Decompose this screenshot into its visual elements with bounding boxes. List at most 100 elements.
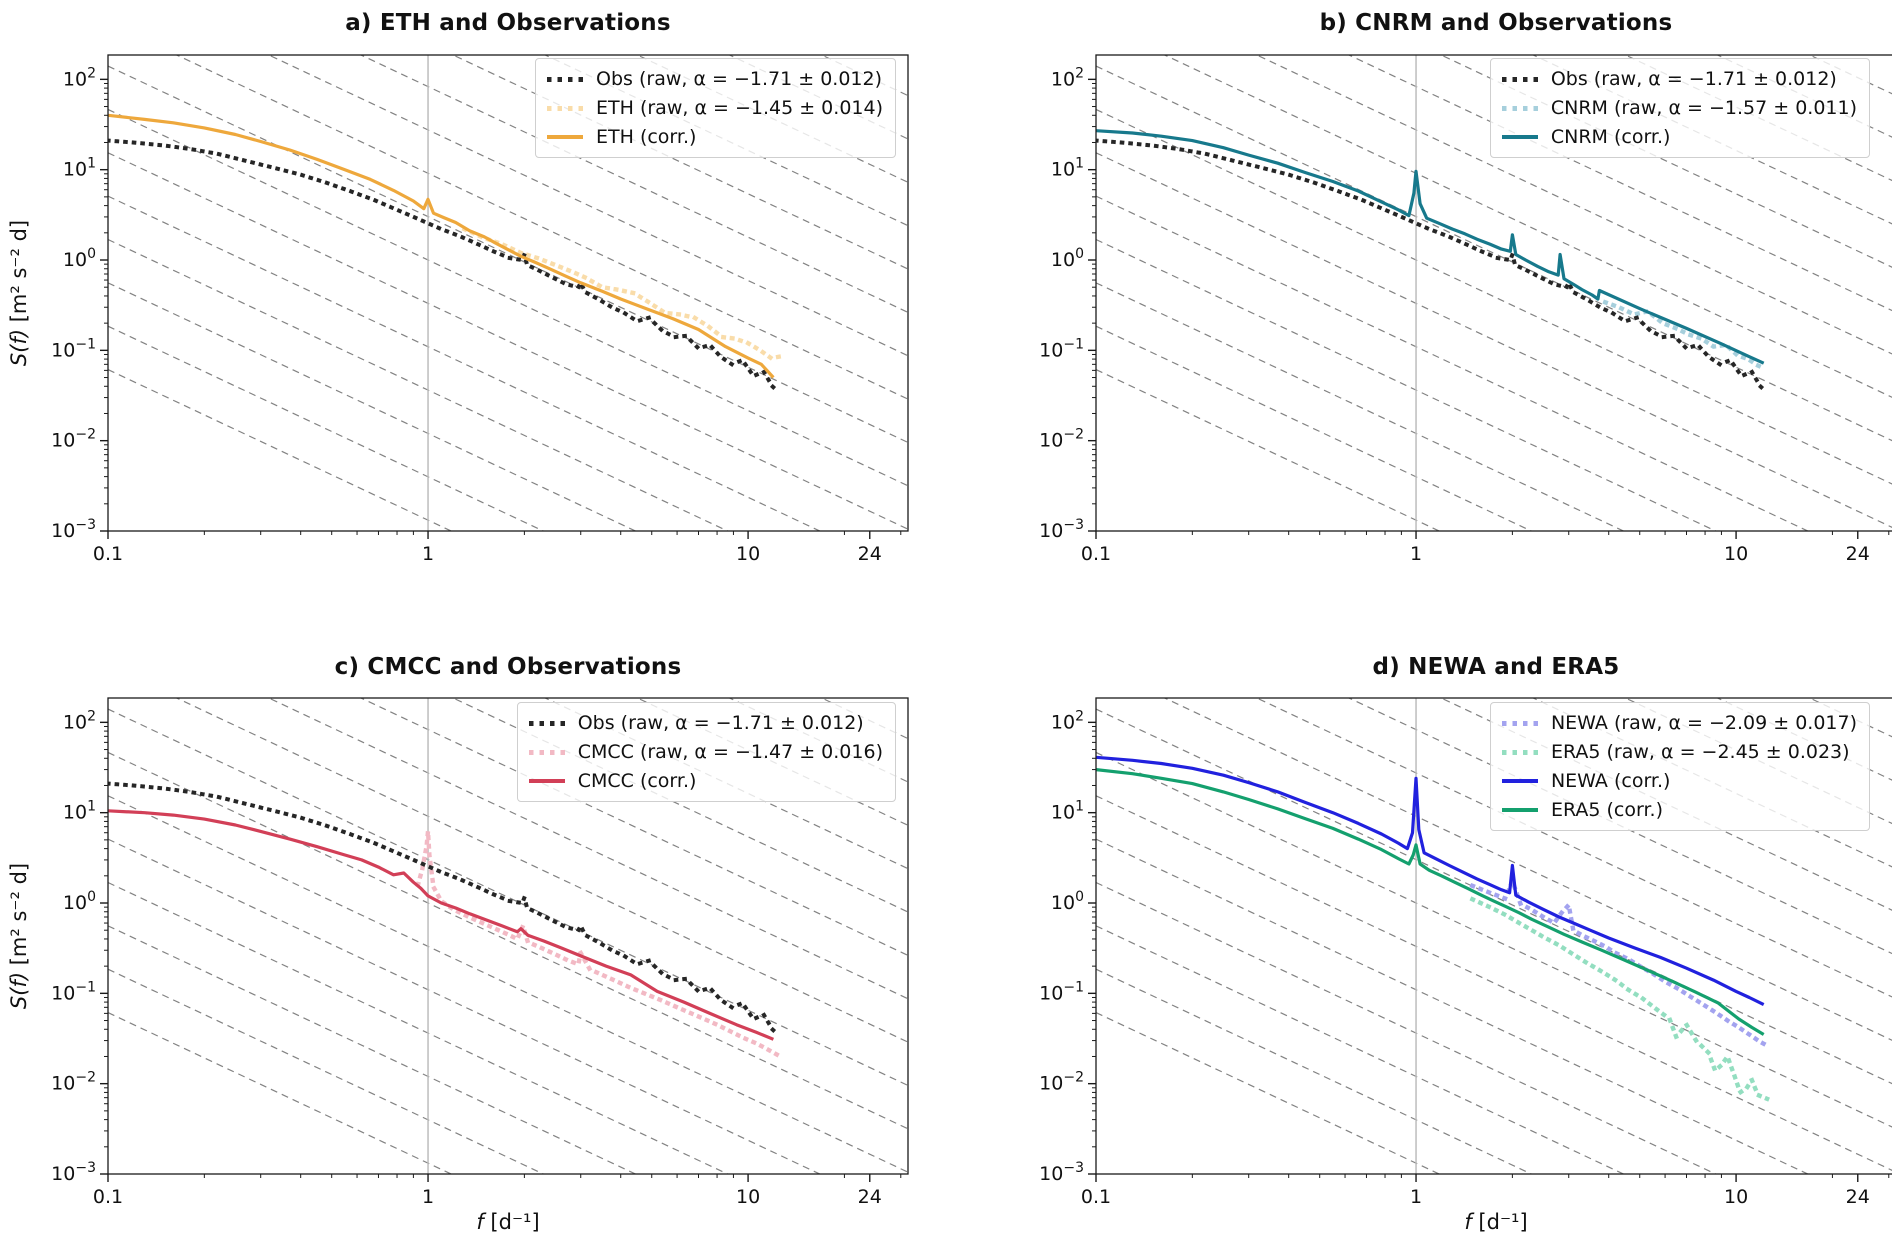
- reference-slope-lines: [1096, 55, 1892, 531]
- chart-canvas-b: 0.1 1 10 24 102 101 100 10−1 10−2 10−3: [1039, 54, 1892, 565]
- plot-area: [108, 698, 908, 1174]
- reference-slope-line: [108, 282, 637, 531]
- x-tick-label: 1: [422, 543, 434, 565]
- reference-slope-line: [108, 1012, 453, 1174]
- legend-label: NEWA (raw, α = −2.09 ± 0.017): [1550, 712, 1857, 734]
- legend-dotted-swatch: [528, 743, 566, 761]
- axes-spines: [107, 697, 909, 1175]
- reference-slope-line: [267, 698, 908, 1000]
- reference-slope-line: [1096, 282, 1625, 531]
- reference-slope-line: [1096, 751, 1892, 1128]
- axis-tick-labels: 0.1 1 10 24 102 101 100 10−1 10−2 10−3: [51, 708, 882, 1208]
- plot-area: [1096, 55, 1892, 531]
- axes-spines: [1095, 697, 1892, 1175]
- reference-slope-line: [359, 698, 908, 956]
- legend-item: Obs (raw, α = −1.71 ± 0.012): [546, 66, 883, 92]
- y-tick-label: 10−3: [1039, 517, 1084, 542]
- x-tick-label: 24: [1846, 1186, 1870, 1208]
- x-tick-label: 1: [422, 1186, 434, 1208]
- x-tick-label: 24: [858, 543, 882, 565]
- y-tick-label: 102: [63, 65, 96, 90]
- series-cmcc-corr: [108, 809, 775, 1041]
- y-tick-label: 10−3: [51, 517, 96, 542]
- reference-slope-line: [175, 698, 908, 1043]
- legend-item: NEWA (corr.): [1501, 768, 1857, 794]
- legend-label: Obs (raw, α = −1.71 ± 0.012): [596, 68, 883, 90]
- x-tick-label: 10: [1724, 1186, 1748, 1208]
- x-tick-label: 0.1: [93, 1186, 123, 1208]
- panel-b-title: b) CNRM and Observations: [1319, 10, 1673, 36]
- reference-slope-line: [1163, 55, 1892, 398]
- y-tick-label: 102: [1051, 65, 1084, 90]
- reference-slope-line: [1439, 698, 1892, 911]
- y-axis-label: S(f) [m² s⁻² d]: [7, 220, 31, 366]
- axes-spines: [1095, 54, 1892, 532]
- reference-slope-line: [108, 65, 908, 444]
- legend-line-swatch: [1501, 772, 1539, 790]
- reference-slope-line: [1255, 55, 1892, 355]
- panel-c-cmcc: 0.1 1 10 24 102 101 100 10−1 10−2 10−3 S(f) [m² s⁻…: [0, 630, 946, 1243]
- reference-slope-line: [1096, 708, 1892, 1085]
- reference-slope-line: [108, 152, 908, 530]
- reference-slope-line: [1531, 55, 1892, 225]
- legend-line-swatch: [1501, 801, 1539, 819]
- legend-label: ETH (corr.): [596, 126, 697, 148]
- x-tick-label: 10: [1724, 543, 1748, 565]
- axis-tick-labels: 0.1 1 10 24 102 101 100 10−1 10−2 10−3: [1039, 708, 1870, 1208]
- y-tick-label: 10−1: [51, 979, 96, 1004]
- series-obs-raw: [1096, 138, 1768, 394]
- chart-canvas-c: 0.1 1 10 24 102 101 100 10−1 10−2 10−3 S(f) [m² s⁻…: [7, 697, 909, 1208]
- series-newa-corr: [1096, 755, 1765, 1007]
- legend-label: CMCC (raw, α = −1.47 ± 0.016): [577, 741, 883, 763]
- plot-area: [108, 55, 908, 531]
- legend-label: ERA5 (corr.): [1550, 799, 1663, 821]
- reference-slope-line: [1439, 55, 1892, 268]
- legend-dotted-swatch: [1501, 70, 1539, 88]
- reference-slope-line: [543, 55, 908, 227]
- legend-dotted-swatch: [1501, 743, 1539, 761]
- reference-slope-line: [108, 195, 822, 531]
- reference-slope-line: [108, 838, 822, 1174]
- reference-slope-line: [1096, 152, 1892, 528]
- legend-dotted-swatch: [528, 714, 566, 732]
- legend-item: Obs (raw, α = −1.71 ± 0.012): [528, 710, 883, 736]
- legend-item: Obs (raw, α = −1.71 ± 0.012): [1501, 66, 1857, 92]
- reference-slope-line: [108, 238, 729, 531]
- panel-d-title: d) NEWA and ERA5: [1372, 654, 1620, 680]
- x-tick-label: 24: [858, 1186, 882, 1208]
- legend-dotted-swatch: [546, 70, 585, 88]
- reference-slope-line: [451, 698, 908, 913]
- series-era5-raw: [1469, 896, 1770, 1102]
- reference-slope-line: [1096, 838, 1810, 1174]
- x-tick-label: 0.1: [1081, 1186, 1111, 1208]
- panel-a-title: a) ETH and Observations: [345, 10, 671, 36]
- reference-slope-line: [543, 698, 908, 870]
- reference-slope-line: [108, 925, 637, 1174]
- reference-slope-line: [1096, 325, 1533, 531]
- legend-label: Obs (raw, α = −1.71 ± 0.012): [577, 712, 864, 734]
- x-tick-label: 10: [736, 543, 760, 565]
- x-tick-label: 0.1: [1081, 543, 1111, 565]
- series-eth-raw: [461, 226, 782, 361]
- axes-spines: [107, 54, 909, 532]
- legend-item: NEWA (raw, α = −2.09 ± 0.017): [1501, 710, 1857, 736]
- y-tick-label: 10−1: [51, 336, 96, 361]
- reference-slope-line: [108, 708, 908, 1087]
- reference-slope-line: [108, 369, 453, 531]
- x-axis-label: f [d⁻¹]: [1464, 1210, 1528, 1234]
- legend-label: CMCC (corr.): [577, 770, 697, 792]
- y-tick-label: 10−2: [51, 1070, 96, 1095]
- legend-item: CMCC (corr.): [528, 768, 883, 794]
- reference-slope-line: [1347, 55, 1892, 312]
- series-cmcc-raw: [415, 831, 780, 1058]
- y-tick-label: 101: [1051, 799, 1084, 824]
- panel-c-title: c) CMCC and Observations: [334, 654, 682, 680]
- reference-slope-line: [1096, 369, 1441, 531]
- y-tick-label: 101: [1051, 156, 1084, 181]
- reference-slope-line: [451, 55, 908, 270]
- panel-c-legend: Obs (raw, α = −1.71 ± 0.012) CMCC (raw, α…: [516, 702, 896, 802]
- reference-slope-line: [359, 55, 908, 313]
- axis-ticks: [1088, 78, 1890, 539]
- panel-d-legend: NEWA (raw, α = −2.09 ± 0.017) ERA5 (raw, …: [1489, 702, 1870, 831]
